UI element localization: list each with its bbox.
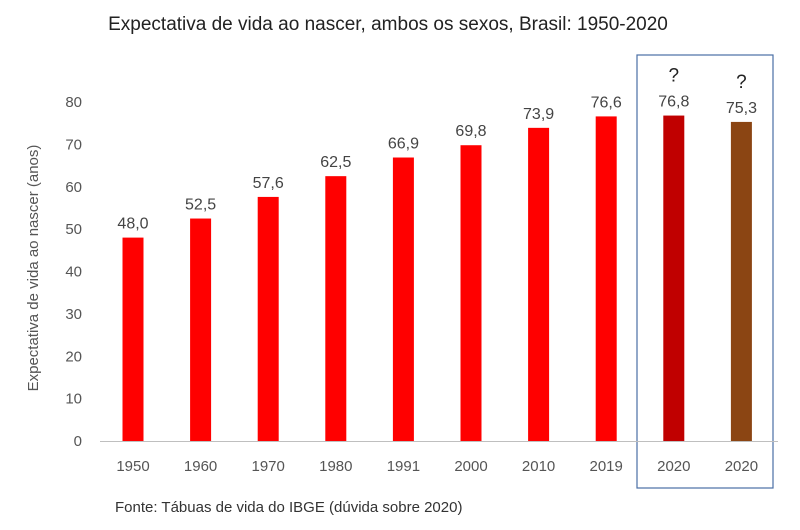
x-tick-label-7: 2019 bbox=[590, 458, 623, 475]
bars-group: 48,0 52,5 57,6 62,5 66,9 69,8 73,9 76,6 76,8 75,3… bbox=[117, 66, 757, 442]
y-tick-label-70: 70 bbox=[65, 136, 82, 153]
y-tick-label-80: 80 bbox=[65, 94, 82, 111]
data-label-5: 69,8 bbox=[455, 123, 486, 140]
data-label-6: 73,9 bbox=[523, 106, 554, 123]
y-axis-title: Expectativa de vida ao nascer (anos) bbox=[25, 145, 42, 392]
y-tick-label-0: 0 bbox=[74, 433, 82, 450]
x-tick-label-5: 2000 bbox=[454, 458, 487, 475]
y-axis-ticks: 0 10 20 30 40 50 60 70 80 bbox=[65, 94, 82, 450]
data-label-9: 75,3 bbox=[726, 100, 757, 117]
question-mark-annotation-0: ? bbox=[669, 66, 680, 87]
y-tick-label-30: 30 bbox=[65, 306, 82, 323]
question-mark-annotation-1: ? bbox=[736, 72, 747, 93]
data-label-2: 57,6 bbox=[253, 175, 284, 192]
x-axis-ticks: 1950 1960 1970 1980 1991 2000 2010 2019 2020 2020 bbox=[116, 458, 758, 475]
x-tick-label-2: 1970 bbox=[252, 458, 285, 475]
data-label-4: 66,9 bbox=[388, 136, 419, 153]
source-note: Fonte: Tábuas de vida do IBGE (dúvida so… bbox=[115, 499, 462, 516]
bar-1980-3 bbox=[325, 176, 347, 441]
y-tick-label-20: 20 bbox=[65, 348, 82, 365]
bar-1970-2 bbox=[257, 196, 279, 441]
data-label-7: 76,6 bbox=[591, 94, 622, 111]
data-label-8: 76,8 bbox=[658, 94, 689, 111]
bar-2019-7 bbox=[595, 116, 617, 441]
x-tick-label-9: 2020 bbox=[725, 458, 758, 475]
x-tick-label-0: 1950 bbox=[116, 458, 149, 475]
x-tick-label-3: 1980 bbox=[319, 458, 352, 475]
x-tick-label-6: 2010 bbox=[522, 458, 555, 475]
bar-1950-0 bbox=[122, 237, 144, 441]
x-tick-label-4: 1991 bbox=[387, 458, 420, 475]
bar-1960-1 bbox=[190, 218, 212, 441]
y-tick-label-60: 60 bbox=[65, 179, 82, 196]
y-tick-label-10: 10 bbox=[65, 391, 82, 408]
data-label-3: 62,5 bbox=[320, 154, 351, 171]
data-label-1: 52,5 bbox=[185, 197, 216, 214]
y-tick-label-40: 40 bbox=[65, 264, 82, 281]
highlight-box-2020 bbox=[636, 54, 774, 489]
data-label-0: 48,0 bbox=[117, 216, 148, 233]
bar-2010-6 bbox=[528, 127, 550, 441]
x-tick-label-8: 2020 bbox=[657, 458, 690, 475]
y-tick-label-50: 50 bbox=[65, 221, 82, 238]
chart-title: Expectativa de vida ao nascer, ambos os … bbox=[108, 14, 668, 35]
bar-2000-5 bbox=[460, 145, 482, 441]
bar-1991-4 bbox=[392, 157, 414, 442]
bar-2020-9 bbox=[730, 121, 752, 441]
bar-2020-8 bbox=[663, 115, 685, 441]
x-tick-label-1: 1960 bbox=[184, 458, 217, 475]
